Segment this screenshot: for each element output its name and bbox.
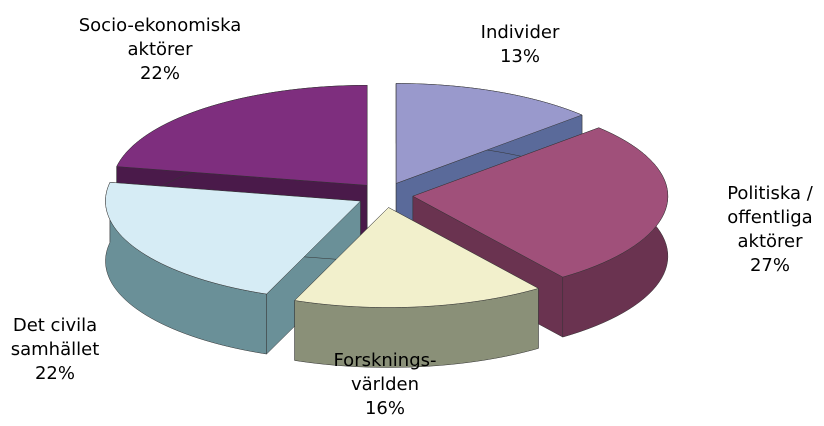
slice [294, 207, 540, 308]
category-label: Forsknings-världen [333, 350, 437, 395]
category-label: Individer [480, 22, 560, 43]
slice-label: Det civila samhället 22% [0, 314, 110, 386]
category-label: Socio-ekonomiska aktörer [78, 15, 242, 60]
slice-label: Individer 13% [435, 21, 605, 69]
value-label: 16% [364, 398, 405, 419]
slice-label: Socio-ekonomiska aktörer 22% [65, 14, 255, 86]
category-label: Det civila samhället [10, 315, 100, 360]
slice [105, 182, 362, 295]
value-label: 22% [34, 363, 75, 384]
value-label: 27% [749, 255, 790, 276]
value-label: 13% [499, 46, 540, 67]
slice-label: Politiska / offentliga aktörer 27% [715, 182, 824, 278]
slice [294, 206, 540, 368]
value-label: 22% [139, 63, 180, 84]
slice [105, 182, 362, 355]
category-label: Politiska / offentliga aktörer [727, 183, 813, 252]
slice [395, 83, 583, 184]
slice [412, 127, 669, 278]
slice-label: Forsknings-världen 16% [315, 349, 455, 421]
slice [116, 85, 368, 186]
